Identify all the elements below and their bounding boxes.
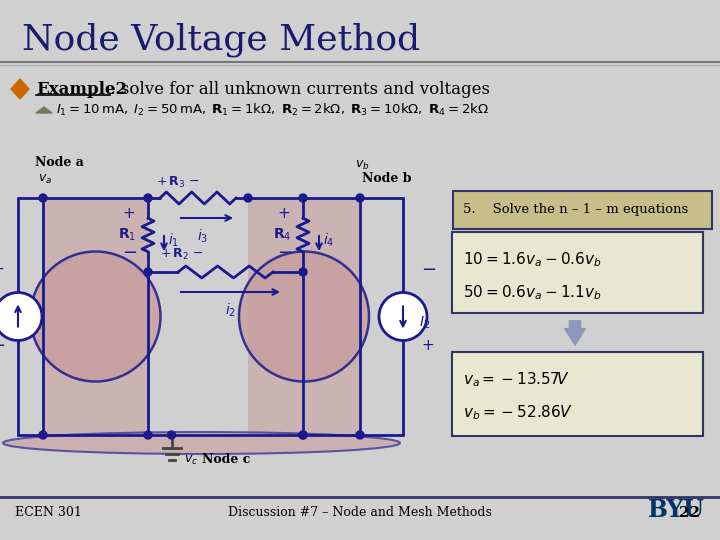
Text: −: − — [277, 244, 292, 262]
Text: $v_b = -52.86V$: $v_b = -52.86V$ — [463, 404, 573, 422]
Text: BYU: BYU — [648, 498, 705, 522]
Circle shape — [239, 252, 369, 381]
Text: $+\,\mathbf{R}_2\,-$: $+\,\mathbf{R}_2\,-$ — [160, 247, 204, 262]
Text: 5.    Solve the n – 1 – m equations: 5. Solve the n – 1 – m equations — [463, 204, 688, 217]
Text: $v_c$: $v_c$ — [184, 454, 197, 467]
Text: $v_b$: $v_b$ — [355, 159, 369, 172]
Circle shape — [244, 194, 252, 202]
Text: Node c: Node c — [202, 453, 250, 466]
Circle shape — [299, 194, 307, 202]
Circle shape — [379, 293, 427, 341]
Circle shape — [299, 431, 307, 439]
Circle shape — [0, 293, 42, 341]
Text: +: + — [0, 262, 4, 278]
Text: Discussion #7 – Node and Mesh Methods: Discussion #7 – Node and Mesh Methods — [228, 507, 492, 519]
Circle shape — [144, 431, 152, 439]
Circle shape — [356, 431, 364, 439]
Polygon shape — [11, 79, 29, 99]
Text: $v_a = -13.57V$: $v_a = -13.57V$ — [463, 370, 570, 389]
Text: ECEN 301: ECEN 301 — [15, 507, 82, 519]
Text: $\mathbf{R}_1$: $\mathbf{R}_1$ — [118, 227, 136, 243]
Text: $+\,\mathbf{R}_3\,-$: $+\,\mathbf{R}_3\,-$ — [156, 175, 199, 190]
Text: $\mathit{I}_1 = 10\,\mathrm{mA},\;\mathit{I}_2 = 50\,\mathrm{mA},\;\mathbf{R}_1 : $\mathit{I}_1 = 10\,\mathrm{mA},\;\mathi… — [56, 102, 489, 118]
Text: Node b: Node b — [362, 172, 412, 185]
Circle shape — [356, 194, 364, 202]
Text: $i_1$: $i_1$ — [168, 231, 179, 249]
FancyBboxPatch shape — [43, 198, 148, 435]
Circle shape — [299, 268, 307, 276]
FancyBboxPatch shape — [452, 232, 703, 313]
Ellipse shape — [3, 432, 400, 454]
Circle shape — [144, 268, 152, 276]
Text: $i_3$: $i_3$ — [197, 228, 209, 245]
Polygon shape — [36, 107, 52, 113]
Circle shape — [144, 194, 152, 202]
Text: $i_2$: $i_2$ — [225, 302, 236, 319]
Text: +: + — [277, 206, 289, 221]
Text: 22: 22 — [679, 506, 700, 520]
FancyBboxPatch shape — [248, 198, 360, 435]
Text: +: + — [122, 206, 135, 221]
Circle shape — [39, 431, 47, 439]
Text: $10 = 1.6v_a - 0.6v_b$: $10 = 1.6v_a - 0.6v_b$ — [463, 251, 602, 269]
Text: Example2: Example2 — [36, 80, 127, 98]
Text: $I_2$: $I_2$ — [419, 314, 431, 331]
FancyArrowPatch shape — [564, 321, 585, 345]
Circle shape — [168, 431, 176, 439]
Circle shape — [299, 431, 307, 439]
Text: : solve for all unknown currents and voltages: : solve for all unknown currents and vol… — [110, 80, 490, 98]
Text: $i_4$: $i_4$ — [323, 231, 334, 249]
Text: −: − — [122, 244, 137, 262]
Circle shape — [30, 252, 161, 381]
Text: $\mathbf{R}_4$: $\mathbf{R}_4$ — [273, 227, 292, 243]
Text: Node a: Node a — [35, 156, 84, 169]
Text: −: − — [421, 260, 436, 279]
FancyBboxPatch shape — [452, 352, 703, 436]
Text: $50 = 0.6v_a - 1.1v_b$: $50 = 0.6v_a - 1.1v_b$ — [463, 284, 602, 302]
Text: Node Voltage Method: Node Voltage Method — [22, 23, 420, 57]
FancyBboxPatch shape — [453, 191, 712, 229]
Text: −: − — [0, 336, 6, 354]
Text: $v_a$: $v_a$ — [38, 173, 52, 186]
Text: +: + — [421, 339, 433, 354]
Circle shape — [39, 194, 47, 202]
